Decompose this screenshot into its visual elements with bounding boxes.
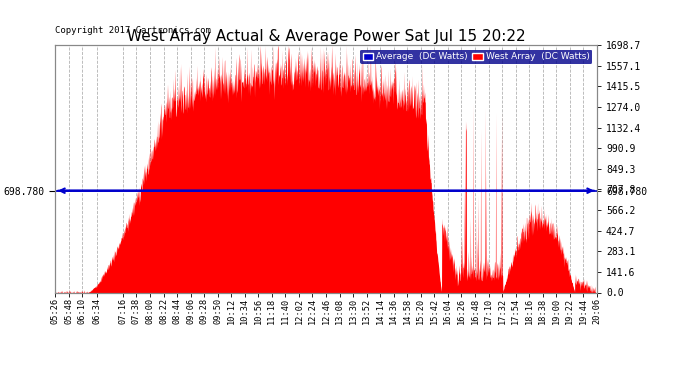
Legend: Average  (DC Watts), West Array  (DC Watts): Average (DC Watts), West Array (DC Watts… [359,50,592,64]
Text: Copyright 2017 Cartronics.com: Copyright 2017 Cartronics.com [55,26,211,35]
Title: West Array Actual & Average Power Sat Jul 15 20:22: West Array Actual & Average Power Sat Ju… [127,29,525,44]
